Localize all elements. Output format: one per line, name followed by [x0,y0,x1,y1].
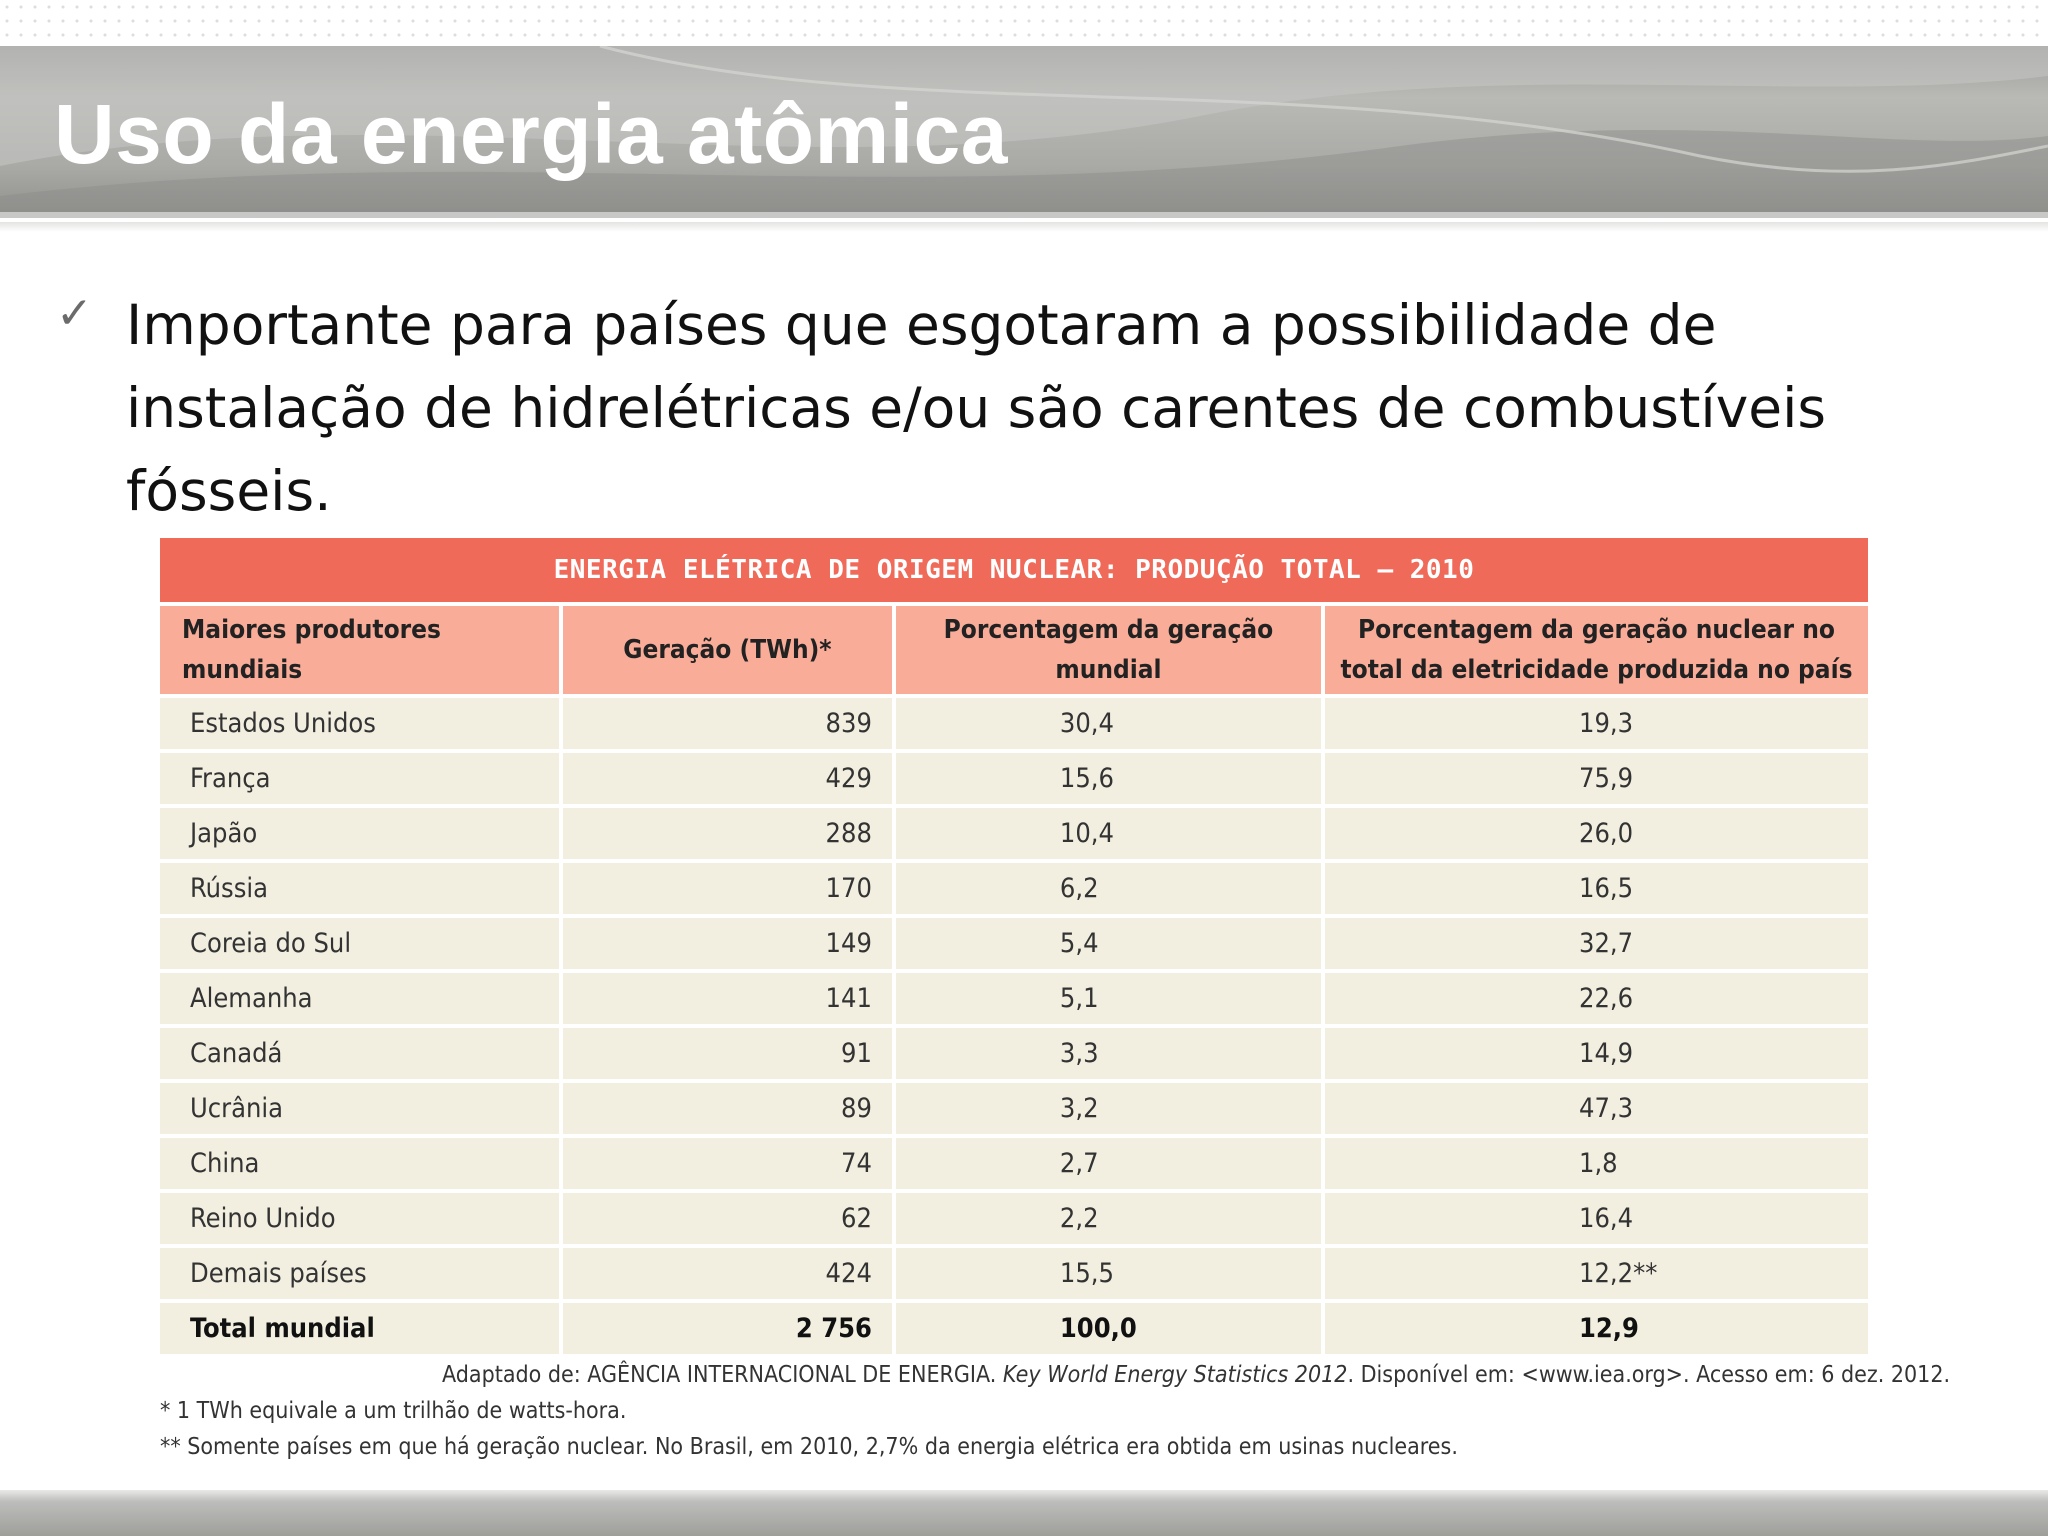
table-row: Alemanha 141 5,1 22,6 [160,973,1868,1024]
cell-national-share: 19,3 [1325,698,1868,749]
footnote-twh: * 1 TWh equivale a um trilhão de watts-h… [160,1398,627,1424]
table-row: Canadá 91 3,3 14,9 [160,1028,1868,1079]
cell-world-share: 10,4 [895,808,1321,859]
cell-country: Japão [160,808,559,859]
source-citation: Adaptado de: AGÊNCIA INTERNACIONAL DE EN… [442,1362,2002,1388]
cell-world-share: 2,2 [895,1193,1321,1244]
cell-country: Alemanha [160,973,559,1024]
cell-world-share: 15,6 [895,753,1321,804]
cell-country: Reino Unido [160,1193,559,1244]
cell-world-share: 5,4 [895,918,1321,969]
cell-generation: 170 [562,863,892,914]
source-title: Key World Energy Statistics 2012 [1002,1362,1348,1388]
title-band-underline [0,212,2048,218]
cell-generation: 89 [562,1083,892,1134]
cell-country: Estados Unidos [160,698,559,749]
cell-national-share: 14,9 [1325,1028,1868,1079]
table-caption: ENERGIA ELÉTRICA DE ORIGEM NUCLEAR: PROD… [160,538,1868,602]
cell-world-share: 30,4 [895,698,1321,749]
cell-generation: 424 [562,1248,892,1299]
cell-country: França [160,753,559,804]
table-row: França 429 15,6 75,9 [160,753,1868,804]
cell-total-generation: 2 756 [562,1303,892,1354]
cell-total-national-share: 12,9 [1325,1303,1868,1354]
cell-national-share: 75,9 [1325,753,1868,804]
checkmark-icon: ✓ [56,288,93,339]
table-row: Estados Unidos 839 30,4 19,3 [160,698,1868,749]
header-row: Maiores produtores mundiais Geração (TWh… [160,606,1868,694]
header-world-share: Porcentagem da geração mundial [895,606,1321,694]
footnote-countries: ** Somente países em que há geração nucl… [160,1434,1458,1460]
slide-title: Uso da energia atômica [54,87,1008,181]
cell-country: Coreia do Sul [160,918,559,969]
table-row: Japão 288 10,4 26,0 [160,808,1868,859]
cell-country: China [160,1138,559,1189]
cell-country: Canadá [160,1028,559,1079]
cell-world-share: 3,3 [895,1028,1321,1079]
cell-total-label: Total mundial [160,1303,559,1354]
cell-generation: 141 [562,973,892,1024]
cell-country: Ucrânia [160,1083,559,1134]
cell-generation: 429 [562,753,892,804]
title-band [0,46,2048,218]
cell-national-share: 1,8 [1325,1138,1868,1189]
cell-country: Demais países [160,1248,559,1299]
top-dot-pattern [0,0,2048,46]
cell-country: Rússia [160,863,559,914]
cell-national-share: 16,4 [1325,1193,1868,1244]
cell-generation: 839 [562,698,892,749]
table-total-row: Total mundial 2 756 100,0 12,9 [160,1303,1868,1354]
cell-national-share: 12,2** [1325,1248,1868,1299]
header-generation: Geração (TWh)* [562,606,892,694]
cell-generation: 149 [562,918,892,969]
table-row: Coreia do Sul 149 5,4 32,7 [160,918,1868,969]
cell-national-share: 26,0 [1325,808,1868,859]
cell-national-share: 47,3 [1325,1083,1868,1134]
header-country: Maiores produtores mundiais [160,606,559,694]
table-row: Rússia 170 6,2 16,5 [160,863,1868,914]
cell-national-share: 32,7 [1325,918,1868,969]
table-row: Reino Unido 62 2,2 16,4 [160,1193,1868,1244]
cell-world-share: 5,1 [895,973,1321,1024]
cell-total-world-share: 100,0 [895,1303,1321,1354]
bottom-bar [0,1490,2048,1536]
header-national-share: Porcentagem da geração nuclear no total … [1325,606,1868,694]
title-band-waves [0,46,2048,218]
cell-world-share: 2,7 [895,1138,1321,1189]
source-suffix: . Disponível em: <www.iea.org>. Acesso e… [1347,1362,1951,1388]
table-row: Demais países 424 15,5 12,2** [160,1248,1868,1299]
data-table: Maiores produtores mundiais Geração (TWh… [156,602,1872,1358]
table-row: China 74 2,7 1,8 [160,1138,1868,1189]
cell-world-share: 15,5 [895,1248,1321,1299]
cell-generation: 288 [562,808,892,859]
nuclear-production-table: ENERGIA ELÉTRICA DE ORIGEM NUCLEAR: PROD… [160,538,1868,1358]
cell-generation: 74 [562,1138,892,1189]
cell-national-share: 16,5 [1325,863,1868,914]
cell-national-share: 22,6 [1325,973,1868,1024]
title-band-shadow [0,222,2048,232]
cell-world-share: 3,2 [895,1083,1321,1134]
cell-world-share: 6,2 [895,863,1321,914]
bullet-text: Importante para países que esgotaram a p… [126,293,1827,523]
table-row: Ucrânia 89 3,2 47,3 [160,1083,1868,1134]
cell-generation: 62 [562,1193,892,1244]
cell-generation: 91 [562,1028,892,1079]
source-prefix: Adaptado de: AGÊNCIA INTERNACIONAL DE EN… [442,1362,1003,1388]
